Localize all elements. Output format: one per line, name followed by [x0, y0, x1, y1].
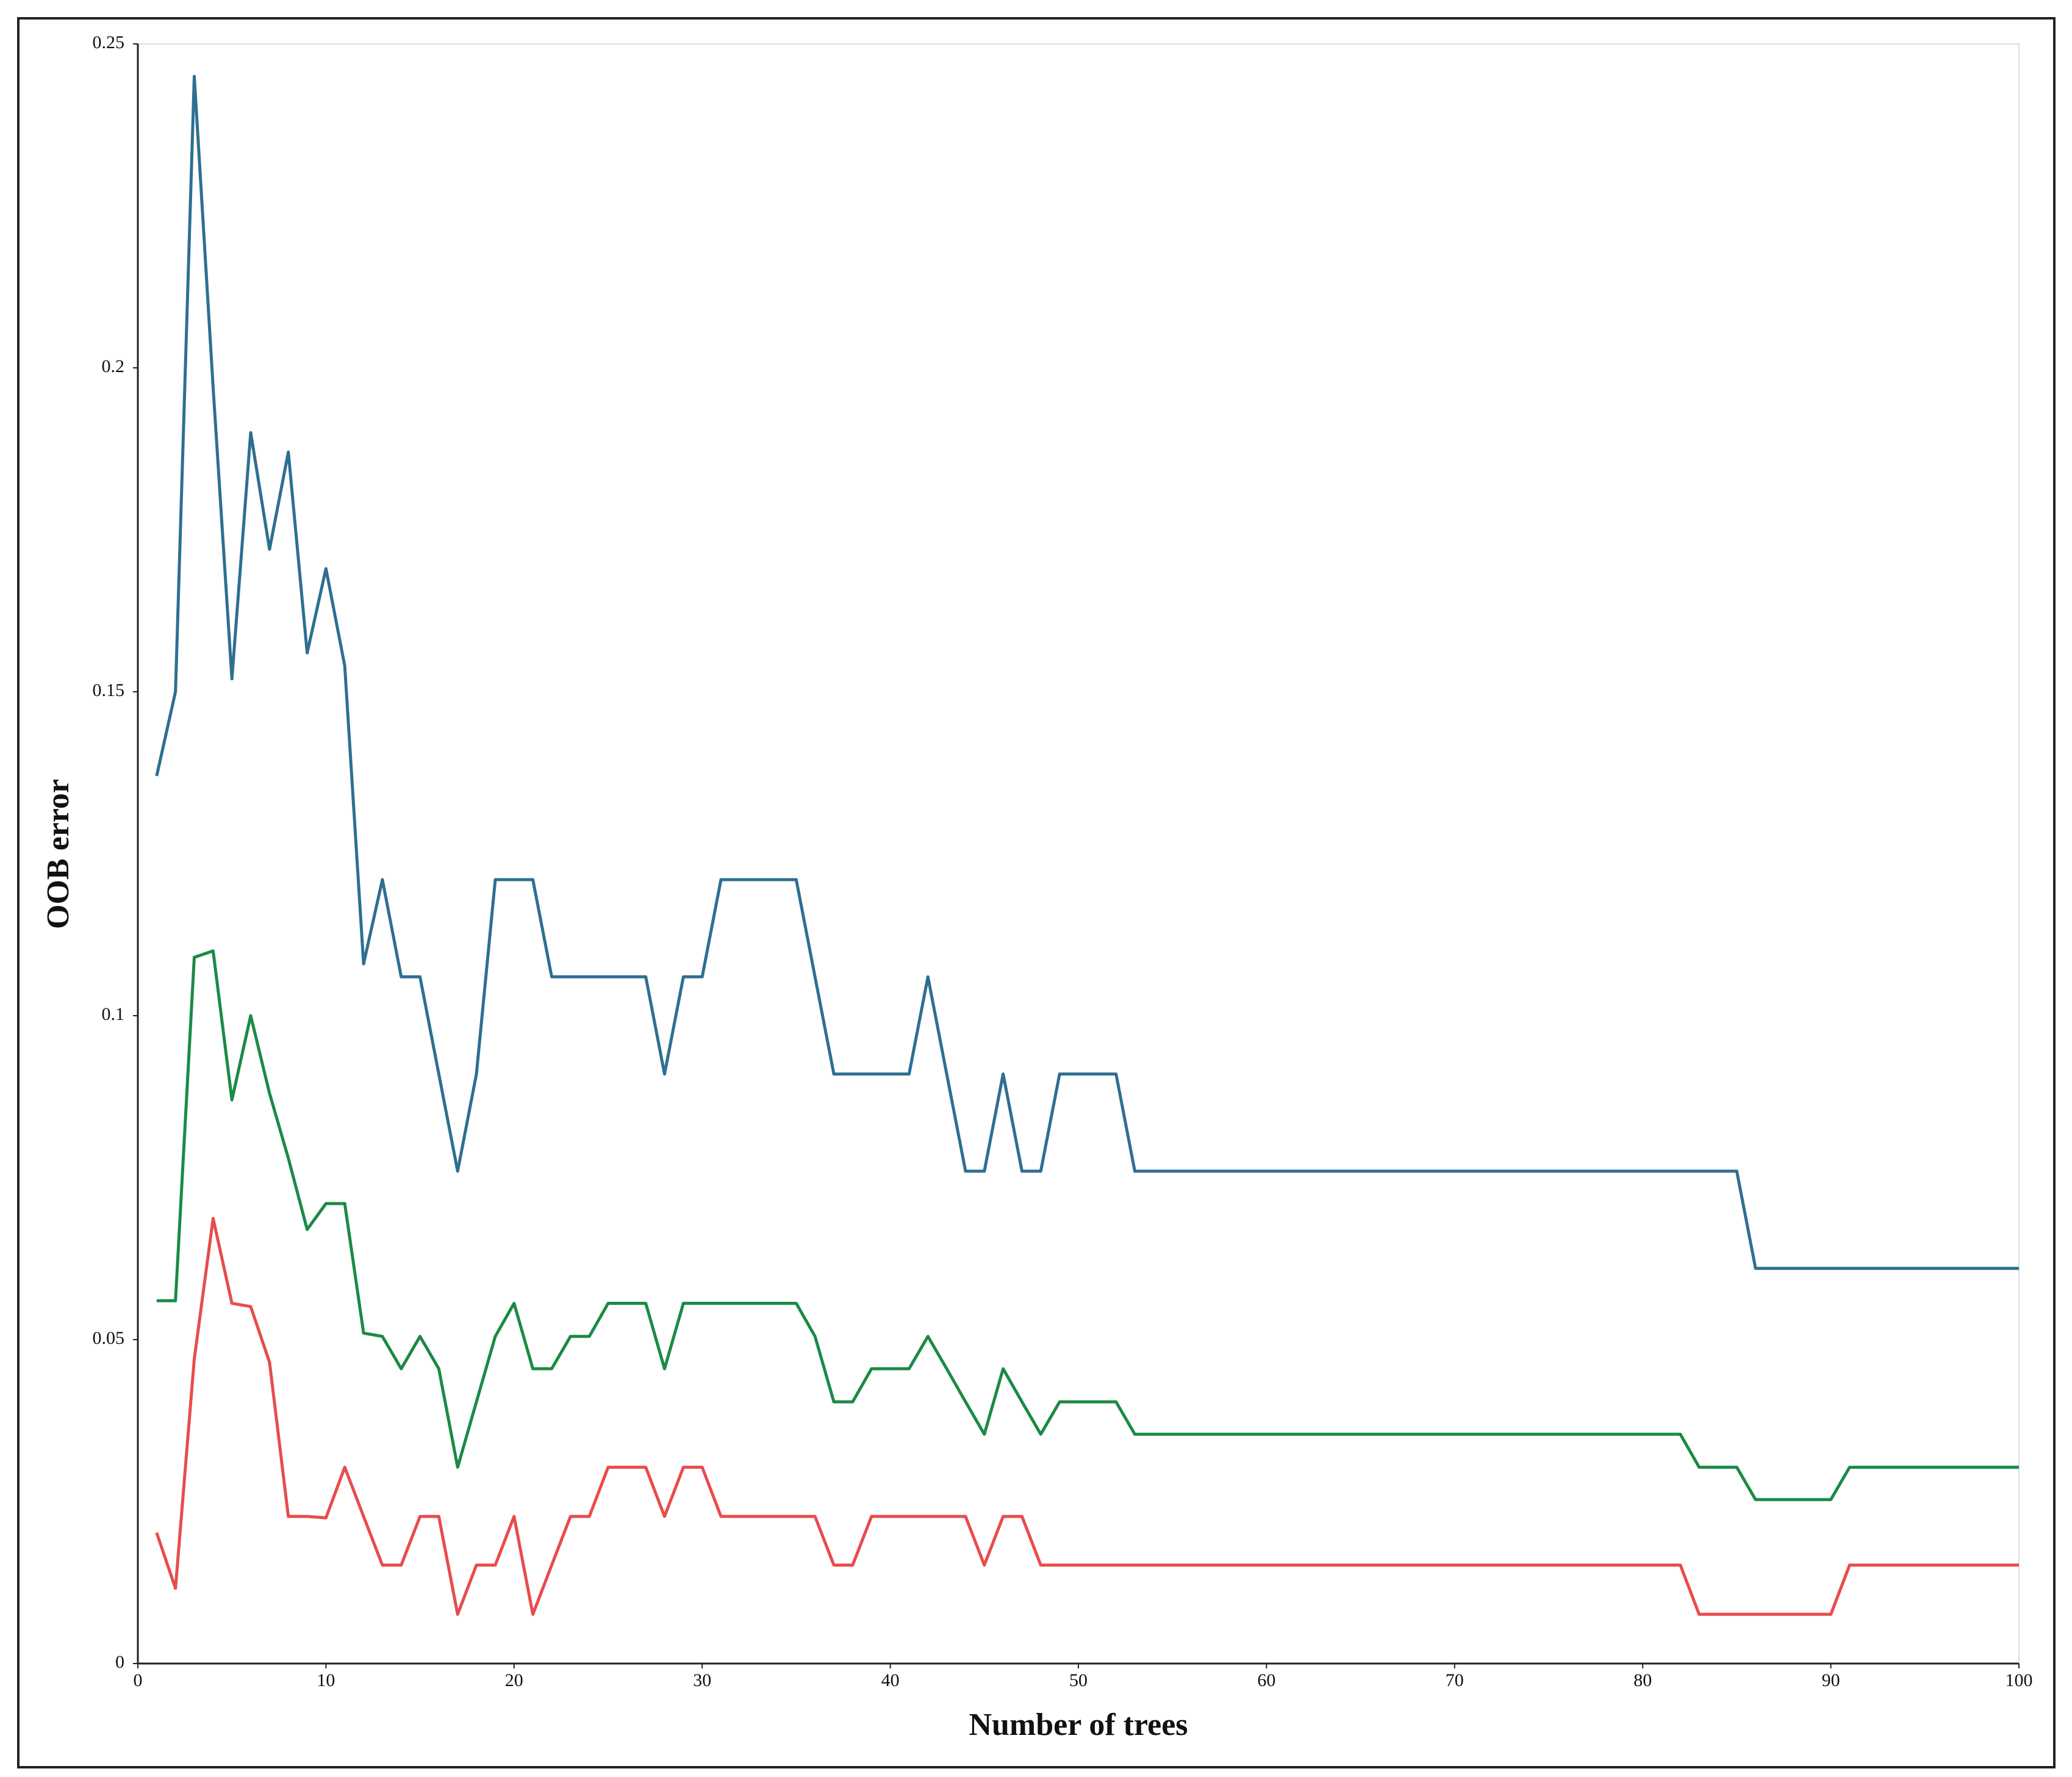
x-tick-label: 50: [1069, 1670, 1088, 1690]
x-tick-label: 0: [134, 1670, 143, 1690]
x-tick-label: 60: [1257, 1670, 1275, 1690]
frame: [17, 17, 2056, 1768]
x-tick-label: 10: [317, 1670, 335, 1690]
x-tick-label: 80: [1633, 1670, 1652, 1690]
x-tick-label: 70: [1446, 1670, 1464, 1690]
x-tick-label: 30: [693, 1670, 711, 1690]
x-tick-label: 20: [505, 1670, 523, 1690]
y-tick-label: 0.25: [93, 32, 125, 52]
series-line: [155, 74, 2019, 1270]
y-tick-label: 0.1: [102, 1004, 125, 1024]
x-tick-label: 40: [881, 1670, 900, 1690]
x-tick-label: 100: [2006, 1670, 2033, 1690]
y-tick-label: 0.2: [102, 356, 125, 376]
y-axis-title: OOB error: [41, 779, 76, 929]
y-tick-label: 0.05: [93, 1328, 125, 1348]
y-tick-label: 0: [115, 1652, 124, 1672]
series-line: [155, 1216, 2019, 1616]
y-tick-label: 0.15: [93, 680, 125, 700]
series-line: [156, 949, 2019, 1501]
x-axis-title: Number of trees: [969, 1707, 1188, 1742]
x-tick-label: 90: [1822, 1670, 1840, 1690]
